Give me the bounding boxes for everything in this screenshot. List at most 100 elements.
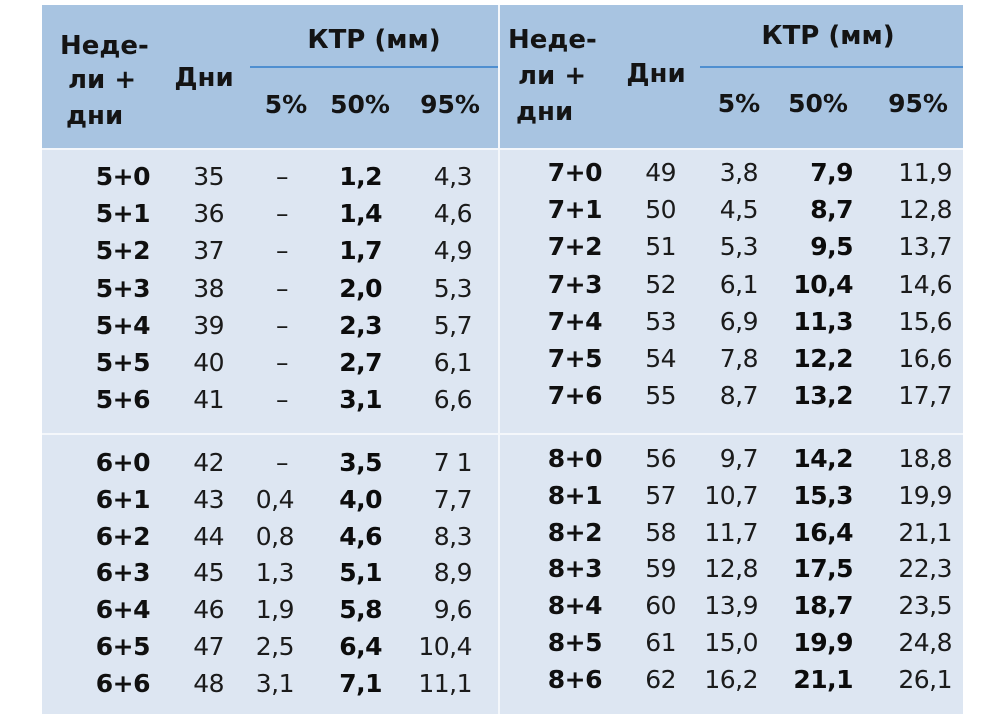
- right-cell-p5: 6,9: [719, 306, 759, 336]
- right-cell-p50: 14,2: [793, 444, 853, 473]
- right-cell-week: 7+5: [547, 344, 603, 373]
- right-cell-p5: 11,7: [704, 517, 758, 547]
- header-p5-right: 5%: [717, 89, 761, 118]
- left-cell-day: 41: [193, 385, 224, 415]
- right-cell-p5: 5,3: [719, 232, 759, 262]
- right-cell-week: 7+4: [547, 306, 603, 336]
- right-cell-p95: 12,8: [898, 195, 952, 225]
- right-cell-p50: 10,4: [793, 269, 853, 299]
- right-cell-p5: 16,2: [704, 664, 758, 694]
- right-cell-p50: 17,5: [793, 554, 853, 584]
- left-cell-p5: –: [276, 273, 289, 303]
- right-cell-day: 58: [645, 517, 676, 547]
- left-cell-day: 43: [193, 484, 224, 514]
- left-cell-p50: 4,6: [339, 521, 382, 551]
- right-cell-p5: 9,7: [719, 444, 759, 473]
- right-cell-p95: 21,1: [898, 517, 952, 547]
- right-cell-p5: 12,8: [704, 554, 758, 584]
- header-weeks-line3-right: дни: [516, 97, 574, 127]
- right-cell-p50: 15,3: [793, 480, 853, 510]
- right-cell-p5: 6,1: [719, 269, 759, 299]
- right-cell-p95: 14,6: [898, 269, 952, 299]
- left-cell-week: 6+1: [95, 484, 151, 514]
- left-cell-p95: 10,4: [418, 632, 472, 661]
- right-cell-p95: 18,8: [898, 444, 952, 473]
- left-cell-p95: 4,9: [433, 236, 473, 266]
- left-cell-p95: 4,3: [433, 162, 473, 191]
- header-weeks-line2: ли +: [68, 65, 137, 95]
- left-cell-day: 45: [193, 558, 224, 588]
- left-cell-p5: –: [276, 236, 289, 266]
- left-cell-p95: 5,3: [433, 273, 473, 303]
- header-ktr-right: КТР (мм): [761, 21, 895, 51]
- right-cell-p50: 7,9: [810, 158, 853, 187]
- right-cell-p5: 10,7: [704, 480, 758, 510]
- right-cell-p50: 19,9: [793, 628, 853, 657]
- ktr-underline-left: [250, 66, 498, 68]
- header-days: Дни: [174, 63, 234, 93]
- right-cell-p5: 13,9: [704, 591, 758, 621]
- right-cell-p50: 21,1: [793, 664, 853, 694]
- left-cell-p50: 1,4: [339, 199, 382, 229]
- left-cell-week: 6+2: [95, 521, 151, 551]
- column-separator: [498, 5, 500, 714]
- right-cell-p95: 11,9: [898, 158, 952, 187]
- left-cell-day: 47: [193, 632, 224, 661]
- right-cell-day: 50: [645, 195, 676, 225]
- right-cell-day: 56: [645, 444, 676, 473]
- left-cell-day: 44: [193, 521, 224, 551]
- left-cell-p50: 2,7: [339, 348, 382, 377]
- left-cell-p50: 4,0: [339, 484, 382, 514]
- right-cell-day: 51: [645, 232, 676, 262]
- left-cell-p95: 5,7: [433, 310, 473, 340]
- left-cell-p50: 5,8: [339, 595, 382, 625]
- left-cell-week: 6+6: [95, 668, 151, 698]
- left-cell-day: 40: [193, 348, 224, 377]
- left-cell-p50: 6,4: [339, 632, 382, 661]
- right-cell-day: 60: [645, 591, 676, 621]
- left-cell-day: 37: [193, 236, 224, 266]
- right-cell-p95: 15,6: [898, 306, 952, 336]
- right-cell-day: 52: [645, 269, 676, 299]
- right-cell-p95: 23,5: [898, 591, 952, 621]
- left-cell-p50: 2,0: [339, 273, 382, 303]
- right-cell-day: 54: [645, 344, 676, 373]
- left-cell-p5: 1,3: [255, 558, 295, 588]
- group-divider: [42, 433, 963, 435]
- right-cell-p50: 18,7: [793, 591, 853, 621]
- right-cell-week: 8+1: [547, 480, 603, 510]
- right-cell-week: 8+6: [547, 664, 603, 694]
- left-cell-p95: 7 1: [433, 448, 473, 477]
- header-p95-right: 95%: [888, 89, 948, 118]
- left-cell-p95: 6,6: [433, 385, 473, 415]
- right-cell-p5: 3,8: [719, 158, 759, 187]
- right-cell-day: 59: [645, 554, 676, 584]
- right-cell-day: 55: [645, 381, 676, 411]
- right-cell-week: 8+0: [547, 444, 603, 473]
- table-header: [42, 5, 963, 148]
- left-cell-p5: –: [276, 310, 289, 340]
- right-cell-week: 7+2: [547, 232, 603, 262]
- right-cell-p5: 4,5: [719, 195, 759, 225]
- right-cell-week: 7+1: [547, 195, 603, 225]
- right-cell-day: 62: [645, 664, 676, 694]
- right-cell-p50: 12,2: [793, 344, 853, 373]
- right-cell-p50: 11,3: [793, 306, 853, 336]
- header-weeks-line2-right: ли +: [518, 61, 587, 91]
- left-cell-p5: –: [276, 199, 289, 229]
- right-cell-week: 7+0: [547, 158, 603, 187]
- header-p95: 95%: [420, 90, 480, 119]
- left-cell-p95: 9,6: [433, 595, 473, 625]
- left-cell-day: 48: [193, 668, 224, 698]
- right-cell-p50: 9,5: [810, 232, 853, 262]
- left-cell-day: 38: [193, 273, 224, 303]
- left-cell-week: 6+5: [95, 632, 151, 661]
- left-cell-week: 5+2: [95, 236, 151, 266]
- right-cell-p50: 8,7: [810, 195, 853, 225]
- right-cell-day: 53: [645, 306, 676, 336]
- ktr-underline-right: [700, 66, 963, 68]
- left-cell-p50: 3,5: [339, 448, 382, 477]
- left-cell-week: 5+4: [95, 310, 151, 340]
- crl-table: Неде- ли + дни Дни КТР (мм) 5% 50% 95% Н…: [42, 5, 963, 714]
- right-cell-p50: 16,4: [793, 517, 853, 547]
